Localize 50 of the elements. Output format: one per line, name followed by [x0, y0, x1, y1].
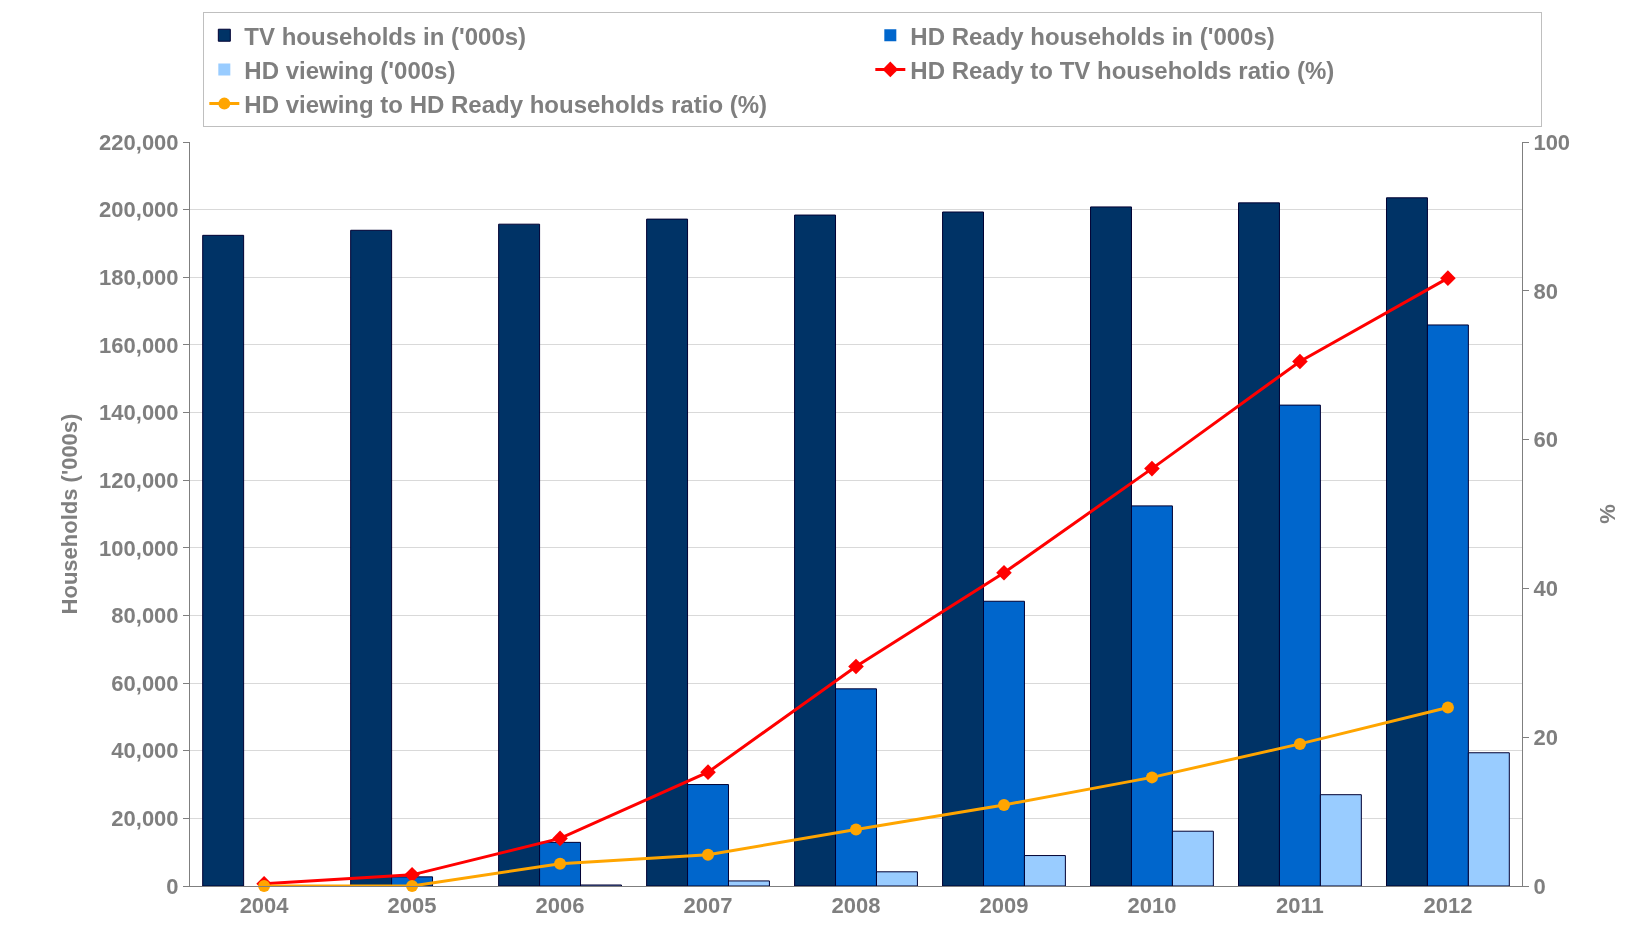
x-tick-label: 2006 — [535, 893, 585, 919]
y-tick-label: 60,000 — [111, 670, 179, 696]
y-tick-label: 80,000 — [111, 603, 179, 629]
point — [1292, 353, 1308, 370]
legend-label: HD viewing ('000s) — [244, 56, 456, 84]
x-tick-label: 2004 — [239, 893, 290, 919]
point — [700, 764, 716, 780]
y-tick-label: 220,000 — [99, 129, 179, 155]
y2-tick-label: 80 — [1533, 278, 1558, 304]
bar — [202, 234, 245, 886]
x-tick-label: 2009 — [979, 893, 1029, 919]
point — [258, 880, 271, 892]
y-tick-label: 200,000 — [99, 197, 179, 223]
y2-tick-label: 100 — [1533, 129, 1571, 155]
legend-label: HD viewing to HD Ready households ratio (%) — [244, 90, 768, 118]
x-tick-label: 2012 — [1423, 893, 1473, 919]
point — [1441, 701, 1454, 714]
y2-tick-label: 20 — [1533, 724, 1558, 750]
point — [1293, 737, 1306, 750]
legend-label: TV households in ('000s) — [244, 22, 527, 50]
x-tick-label: 2010 — [1127, 893, 1177, 919]
point — [1144, 460, 1160, 477]
y-tick-label: 180,000 — [99, 264, 179, 290]
x-tick-label: 2008 — [831, 893, 881, 919]
y2-tick-label: 0 — [1533, 873, 1546, 899]
y2-tick-label: 60 — [1533, 427, 1558, 453]
point — [404, 867, 420, 883]
x-tick-label: 2005 — [387, 893, 437, 919]
point — [1145, 771, 1158, 784]
x-tick-label: 2007 — [683, 893, 733, 919]
y-tick-label: 100,000 — [99, 535, 179, 561]
point — [997, 798, 1010, 811]
x-tick-label: 2011 — [1276, 893, 1324, 919]
y-axis-title: Households ('000s) — [56, 413, 82, 615]
point — [996, 564, 1012, 581]
y2-axis-title: % — [1595, 504, 1621, 524]
y-tick-label: 140,000 — [99, 400, 179, 426]
y-tick-label: 120,000 — [99, 467, 179, 493]
legend-label: HD Ready to TV households ratio (%) — [910, 56, 1335, 84]
y2-tick-label: 40 — [1533, 576, 1558, 602]
point — [850, 823, 862, 836]
point — [552, 830, 568, 847]
y-tick-label: 40,000 — [111, 738, 179, 764]
point — [848, 658, 864, 675]
y-tick-label: 20,000 — [111, 806, 179, 832]
point — [702, 848, 715, 861]
legend-label: HD Ready households in ('000s) — [910, 22, 1275, 50]
point — [1440, 270, 1456, 286]
y-tick-label: 0 — [166, 873, 179, 899]
y-tick-label: 160,000 — [99, 332, 179, 358]
